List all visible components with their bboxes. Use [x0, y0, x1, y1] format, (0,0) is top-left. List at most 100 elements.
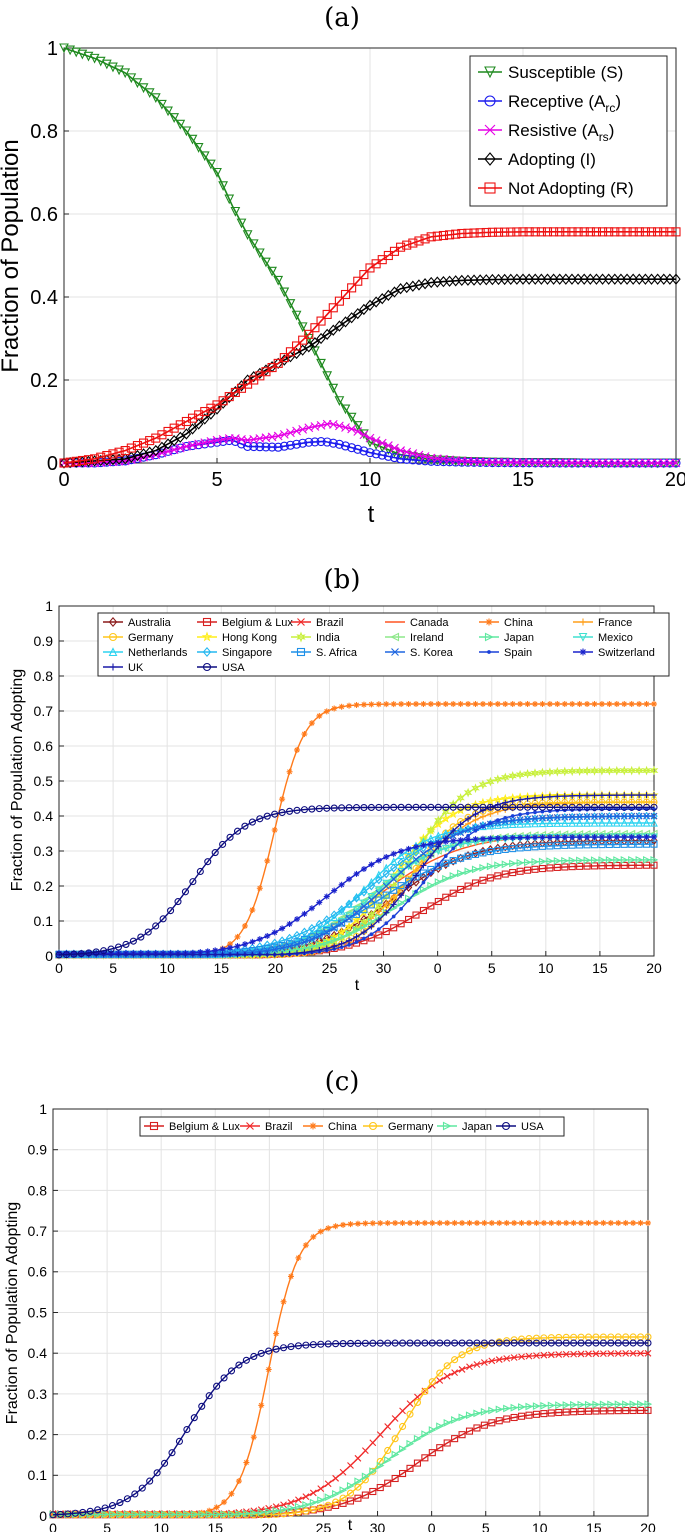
panel-b-point-japan — [583, 856, 592, 865]
panel-a-point-not-adopting-r — [310, 323, 320, 333]
panel-b-point-china — [264, 857, 271, 864]
panel-b-point-switzerland — [279, 925, 286, 932]
panel-b-point-uk — [524, 795, 531, 802]
panel-b-point-germany — [561, 798, 569, 807]
panel-b-point-belgium-lux — [375, 931, 383, 939]
panel-c-point-china — [444, 1219, 451, 1226]
panel-a-point-resistive-ars — [279, 429, 289, 439]
panel-b-point-switzerland — [375, 857, 382, 864]
panel-b-point-netherlands — [583, 818, 591, 827]
panel-a-point-resistive-ars — [628, 458, 638, 468]
panel-c-point-usa — [235, 1361, 243, 1369]
panel-b-point-china — [346, 702, 353, 709]
panel-b-point-uk — [100, 951, 107, 958]
panel-b-point-netherlands — [367, 877, 376, 886]
panel-a-legend-label-susceptible-s: Susceptible (S) — [508, 63, 623, 82]
panel-a-point-adopting-i — [585, 273, 596, 285]
panel-a-point-not-adopting-r — [181, 416, 191, 427]
panel-c-legend-label-japan: Japan — [462, 1121, 492, 1133]
panel-b-point-switzerland — [613, 834, 620, 841]
panel-c-point-brazil — [510, 1354, 518, 1361]
panel-a-point-susceptible-s — [205, 159, 216, 170]
panel-b-point-switzerland — [383, 853, 390, 860]
panel-c-point-china — [570, 1219, 577, 1226]
panel-b-point-usa — [77, 950, 85, 958]
panel-b-point-belgium-lux — [613, 861, 621, 870]
panel-b-point-china — [271, 827, 278, 833]
panel-b-point-india — [620, 765, 629, 776]
panel-a-point-not-adopting-r — [175, 420, 185, 430]
panel-c-point-usa — [272, 1345, 280, 1353]
panel-c-point-china — [235, 1478, 242, 1485]
panel-b-point-netherlands — [531, 819, 539, 828]
panel-b-point-uk — [636, 792, 643, 799]
panel-b-point-usa — [129, 937, 137, 945]
panel-c-point-brazil — [614, 1350, 622, 1357]
panel-c-xlabel: t — [348, 1517, 353, 1532]
panel-a-point-resistive-ars — [175, 443, 185, 453]
panel-b-point-s-africa — [471, 850, 480, 858]
panel-b-point-usa — [300, 806, 308, 814]
panel-b-legend-marker-singapore — [202, 646, 212, 658]
panel-c-point-japan — [161, 1510, 169, 1519]
panel-c-point-usa — [406, 1339, 414, 1347]
panel-b-point-uk — [212, 951, 219, 958]
panel-a-point-susceptible-s — [101, 59, 112, 70]
panel-b-point-usa — [226, 833, 234, 841]
panel-b-point-china — [621, 701, 628, 707]
panel-a-point-not-adopting-r — [469, 228, 479, 238]
panel-b-point-china — [517, 701, 524, 707]
panel-b-point-spain — [488, 821, 493, 825]
panel-a-point-not-adopting-r — [659, 227, 669, 237]
panel-b-point-singapore — [561, 813, 569, 822]
panel-a-point-not-adopting-r — [279, 353, 289, 363]
panel-c: (c) 0 5 10 15 20 25 30 0 5 10 15 20 0 0.1 0.2 0.3 0.4 0.5… — [4, 1067, 656, 1532]
panel-c-point-usa — [584, 1339, 593, 1347]
panel-b-legend-label-belgium-lux: Belgium & Lux — [222, 617, 293, 629]
panel-c-point-brazil — [637, 1349, 644, 1357]
panel-b-point-singapore — [620, 811, 628, 821]
panel-b-point-s-korea — [256, 948, 264, 955]
panel-b-point-hong-kong — [470, 799, 481, 809]
panel-b-point-spain — [354, 940, 359, 944]
panel-a-point-receptive-arc — [334, 439, 344, 449]
panel-c-legend-label-usa: USA — [521, 1121, 544, 1133]
panel-a-point-not-adopting-r — [157, 430, 167, 440]
panel-a-point-susceptible-s — [95, 56, 106, 67]
panel-b-point-netherlands — [538, 819, 547, 828]
panel-b-xtick-label: 10 — [538, 960, 554, 976]
panel-a-point-receptive-arc — [218, 436, 228, 446]
panel-b-point-switzerland — [584, 834, 591, 841]
panel-b-point-usa — [159, 915, 167, 923]
panel-b-point-india — [567, 766, 577, 777]
panel-c-point-japan — [428, 1426, 437, 1434]
panel-c-xtick-label: 20 — [640, 1520, 656, 1532]
panel-a-point-adopting-i — [169, 434, 179, 447]
panel-a-point-resistive-ars — [665, 458, 675, 468]
panel-a-point-adopting-i — [499, 273, 510, 286]
panel-b-legend-marker-hong-kong — [201, 631, 213, 642]
panel-a-point-resistive-ars — [610, 458, 620, 468]
panel-b-point-s-korea — [375, 889, 383, 897]
panel-c-ticks: 0 5 10 15 20 25 30 0 5 10 15 20 0 0.1 0.2 0.3 0.4 0.5 0.6 0… — [28, 1101, 656, 1532]
panel-c-line-belgium-lux — [53, 1409, 648, 1516]
panel-c-ytick-label: 0.6 — [28, 1264, 48, 1280]
panel-b-point-india — [374, 901, 384, 911]
panel-b-point-japan — [635, 855, 644, 864]
panel-b-ytick-label: 0.4 — [34, 808, 54, 824]
panel-c-point-belgium-lux — [629, 1406, 637, 1415]
panel-b-point-japan — [315, 940, 324, 949]
panel-b-point-usa — [70, 950, 78, 958]
panel-a-point-susceptible-s — [279, 287, 290, 298]
panel-c-point-japan — [101, 1510, 110, 1519]
panel-c-point-germany — [413, 1398, 421, 1406]
panel-b-point-netherlands — [620, 818, 629, 827]
panel-a-point-not-adopting-r — [493, 227, 504, 237]
panel-b-legend-label-brazil: Brazil — [316, 617, 344, 629]
panel-b-point-netherlands — [516, 819, 525, 828]
panel-b-point-usa — [323, 804, 331, 812]
panel-c-legend-label-china: China — [328, 1121, 358, 1133]
panel-a-point-not-adopting-r — [591, 227, 601, 237]
panel-b-point-india — [597, 765, 607, 776]
panel-b-legend-marker-ireland — [390, 632, 400, 642]
